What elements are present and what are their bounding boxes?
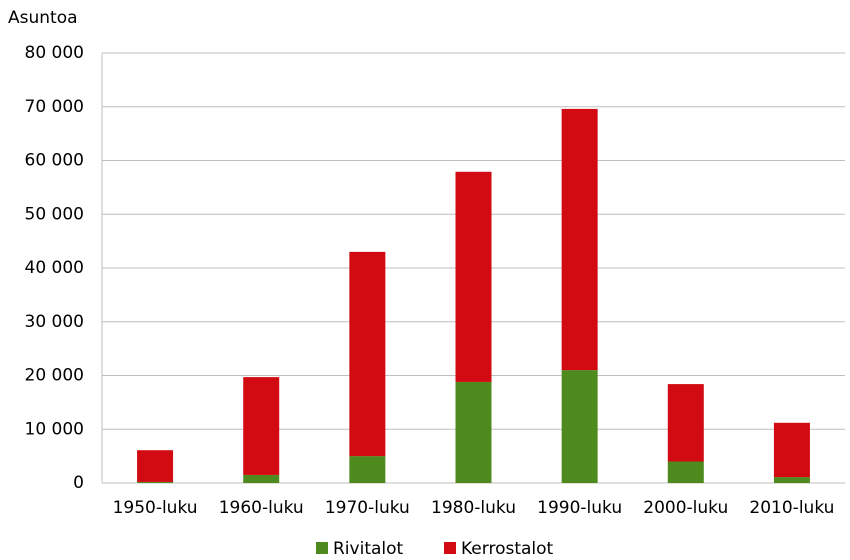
x-tick-label: 1970-luku xyxy=(325,498,410,518)
bar-segment xyxy=(243,474,280,483)
bar-segment xyxy=(349,456,386,483)
bar-segment xyxy=(667,384,704,462)
bar-segment xyxy=(455,381,492,483)
y-tick-label: 40 000 xyxy=(25,258,84,278)
legend-label: Rivitalot xyxy=(333,539,404,559)
x-tick-label: 1960-luku xyxy=(219,498,304,518)
bar-segment xyxy=(667,461,704,483)
y-tick-label: 30 000 xyxy=(25,312,84,332)
y-axis-label: Asuntoa xyxy=(8,8,78,28)
legend-swatch xyxy=(444,542,456,554)
y-tick-label: 50 000 xyxy=(25,204,84,224)
y-tick-label: 20 000 xyxy=(25,366,84,386)
bar-segment xyxy=(561,370,598,483)
legend-swatch xyxy=(316,542,328,554)
bar-segment xyxy=(137,450,174,482)
y-tick-label: 60 000 xyxy=(25,151,84,171)
bar-segment xyxy=(561,108,598,371)
x-tick-label: 1980-luku xyxy=(431,498,516,518)
bar-segment xyxy=(773,477,810,483)
x-tick-label: 2010-luku xyxy=(749,498,834,518)
x-tick-label: 2000-luku xyxy=(643,498,728,518)
x-tick-label: 1950-luku xyxy=(113,498,198,518)
y-tick-label: 80 000 xyxy=(25,43,84,63)
bar-segment xyxy=(137,481,174,483)
bar-segment xyxy=(349,251,386,457)
bar-segment xyxy=(243,377,280,475)
bar-segment xyxy=(455,171,492,382)
x-tick-label: 1990-luku xyxy=(537,498,622,518)
legend-label: Kerrostalot xyxy=(461,539,554,559)
y-tick-label: 0 xyxy=(73,473,84,493)
y-tick-label: 70 000 xyxy=(25,97,84,117)
bar-segment xyxy=(773,422,810,478)
y-tick-label: 10 000 xyxy=(25,419,84,439)
